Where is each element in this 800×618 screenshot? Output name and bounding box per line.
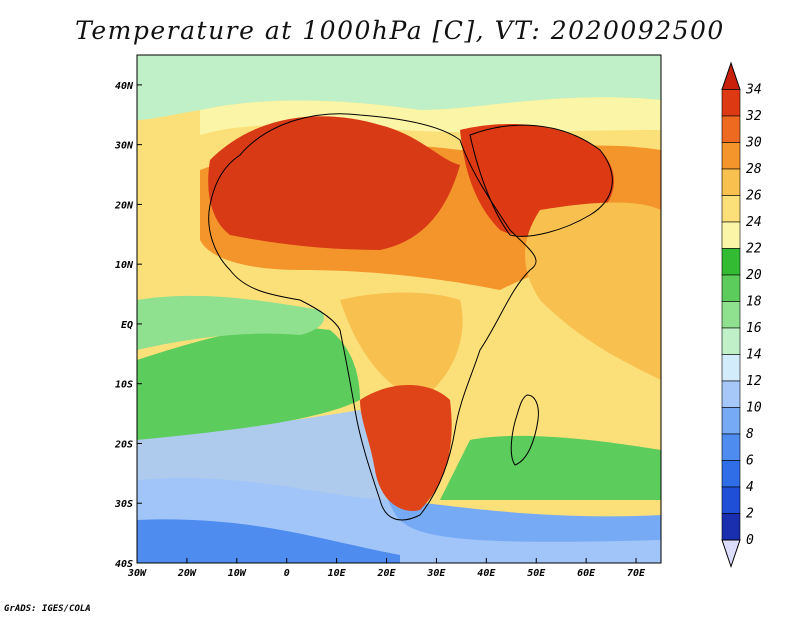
credit-label: GrADS: IGES/COLA [4,604,91,614]
lon-tick-label: 20E [376,568,396,579]
colorbar-swatch [721,327,741,355]
zone-southern-deep [137,519,400,563]
colorbar-label: 26 [746,189,762,204]
colorbar-label: 8 [746,427,754,442]
colorbar-swatch [721,89,741,117]
lat-tick-label: EQ [121,320,133,331]
colorbar-label: 30 [745,136,762,151]
arabia-coastline [469,124,613,237]
colorbar-swatch [721,195,741,223]
colorbar-label: 34 [745,83,762,98]
lon-tick-label: 60E [577,568,596,579]
colorbar-label: 24 [746,215,762,230]
lat-tick-label: 40N [115,81,134,92]
colorbar-label: 4 [746,480,754,495]
colorbar-label: 16 [746,321,762,336]
lon-tick-label: 40E [477,568,496,579]
zone-se-green [440,435,661,500]
zone-med-yellow [200,97,661,135]
colorbar-label: 22 [746,242,762,257]
colorbar-swatch [721,301,741,329]
zone-south-atlantic-cool [137,410,661,563]
lat-tick-label: 30N [114,141,134,152]
longitude-axis: 30W 20W 10W 0 10E 20E 30E 40E 50E 60E 70E [127,558,646,579]
colorbar-label: 20 [746,268,762,283]
colorbar-swatch [721,380,741,408]
colorbar-label: 32 [745,109,762,124]
colorbar-label: 12 [746,374,762,389]
lon-tick-label: 20W [177,568,197,579]
lat-tick-label: 30S [114,499,133,510]
zone-atlantic-green-upper [137,295,324,350]
lat-tick-label: 40S [115,559,133,570]
lat-tick-label: 10S [115,380,133,391]
temperature-field [137,55,661,563]
colorbar-swatch [721,248,741,276]
lon-tick-label: 10E [328,568,347,579]
colorbar-swatch [721,513,741,541]
zone-atlantic-tropical [137,327,360,440]
colorbar-swatch [721,486,741,514]
colorbar-label: 14 [746,348,762,363]
colorbar-label: 2 [746,507,754,522]
colorbar-swatch [721,460,741,488]
colorbar-label: 6 [746,454,754,469]
lat-tick-label: 20N [114,200,134,211]
lon-tick-label: 10W [228,568,247,579]
colorbar-swatch [721,115,741,143]
zone-north-coast-mild [137,55,661,120]
colorbar-label: 28 [746,162,762,177]
colorbar-swatch [721,407,741,435]
africa-coastline [208,113,537,521]
latitude-axis: 40S 30S 20S 10S EQ 10N 20N 30N 40N [114,81,142,570]
colorbar-label: 18 [746,295,762,310]
lon-tick-label: 30W [127,568,147,579]
lat-tick-label: 20S [114,439,133,450]
lon-tick-label: 70E [627,568,646,579]
colorbar-swatch [721,168,741,196]
map-title: Temperature at 1000hPa [C], VT: 20200925… [75,16,725,45]
lon-tick-label: 0 [284,568,290,579]
colorbar-swatch [721,221,741,249]
colorbar-top-arrow [721,61,741,90]
lon-tick-label: 50E [527,568,546,579]
zone-central-warm [340,292,463,400]
plot-frame [136,54,662,564]
madagascar-coastline [510,394,539,466]
colorbar-swatch [721,274,741,302]
zone-sahara-hot [208,116,460,250]
colorbar-label: 10 [746,401,762,416]
colorbar-swatch [721,433,741,461]
colorbar-swatch [721,142,741,170]
lon-tick-label: 30E [426,568,446,579]
zone-indian-ocean-warm [525,202,661,380]
lat-tick-label: 10N [115,260,134,271]
colorbar-swatch [721,354,741,382]
colorbar-label: 0 [746,533,754,548]
colorbar-bottom-arrow [721,539,741,569]
zone-kalahari-hot [360,385,452,511]
